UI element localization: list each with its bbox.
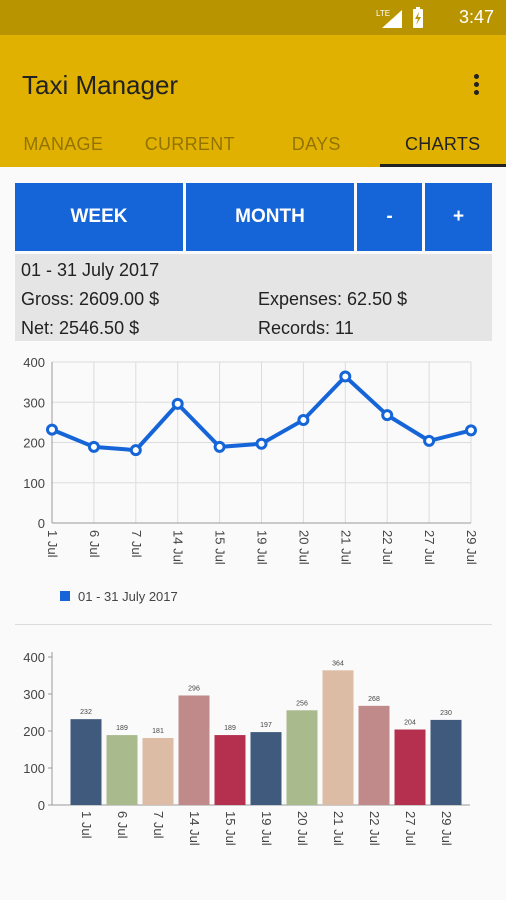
- data-point: [423, 434, 436, 447]
- data-point: [465, 424, 477, 437]
- signal-icon: [382, 10, 402, 28]
- y-tick-label: 300: [23, 687, 45, 702]
- data-point: [339, 370, 352, 383]
- x-tick-label: 6 Jul: [87, 530, 102, 558]
- bar: [70, 719, 102, 805]
- tab-bar: MANAGE CURRENT DAYS CHARTS: [0, 130, 506, 167]
- app-bar: Taxi Manager MANAGE CURRENT DAYS CHARTS: [0, 35, 506, 167]
- y-tick-label: 400: [23, 355, 45, 370]
- charts-content: WEEK MONTH - + 01 - 31 July 2017 Gross: …: [0, 167, 506, 900]
- overflow-menu-icon[interactable]: [466, 71, 486, 101]
- x-tick-label: 19 Jul: [255, 530, 270, 565]
- gross-label: Gross: 2609.00 $: [21, 289, 160, 309]
- x-tick-label: 1 Jul: [45, 530, 60, 558]
- summary-panel: 01 - 31 July 2017 Gross: 2609.00 $ Expen…: [15, 254, 492, 341]
- bar: [142, 738, 174, 805]
- x-tick-label: 27 Jul: [403, 811, 418, 846]
- week-button[interactable]: WEEK: [15, 183, 183, 251]
- data-point: [297, 413, 310, 426]
- bar-value-label: 204: [404, 720, 416, 727]
- period-controls: WEEK MONTH - +: [15, 183, 492, 251]
- lte-icon: LTE: [376, 9, 390, 18]
- x-tick-label: 19 Jul: [259, 811, 274, 846]
- bar-value-label: 232: [80, 709, 92, 716]
- x-tick-label: 14 Jul: [187, 811, 202, 846]
- x-tick-label: 20 Jul: [295, 811, 310, 846]
- bar: [214, 735, 246, 805]
- records-label: Records: 11: [258, 318, 354, 338]
- period-label: 01 - 31 July 2017: [21, 260, 160, 280]
- data-point: [255, 437, 268, 450]
- bar-value-label: 197: [260, 722, 272, 729]
- x-tick-label: 15 Jul: [223, 811, 238, 846]
- legend-swatch: [60, 591, 70, 601]
- bar-value-label: 296: [188, 685, 200, 692]
- bar: [394, 729, 426, 805]
- y-tick-label: 200: [23, 436, 45, 451]
- status-bar: LTE 3:47: [0, 0, 506, 35]
- previous-button[interactable]: -: [357, 183, 422, 251]
- app-title: Taxi Manager: [22, 70, 179, 100]
- y-tick-label: 400: [23, 650, 45, 665]
- x-tick-label: 21 Jul: [338, 530, 353, 565]
- y-tick-label: 0: [38, 516, 45, 531]
- x-tick-label: 21 Jul: [331, 811, 346, 846]
- x-tick-label: 27 Jul: [422, 530, 437, 565]
- x-tick-label: 29 Jul: [439, 811, 454, 846]
- x-tick-label: 22 Jul: [380, 530, 395, 565]
- y-tick-label: 100: [23, 761, 45, 776]
- bar: [178, 695, 210, 805]
- data-point: [171, 397, 184, 410]
- x-tick-label: 7 Jul: [151, 811, 166, 839]
- expenses-label: Expenses: 62.50 $: [258, 289, 408, 309]
- bar-value-label: 364: [332, 660, 344, 667]
- bar: [286, 710, 318, 805]
- signal-battery-icons: LTE: [376, 7, 423, 28]
- bar: [250, 732, 282, 805]
- tab-current[interactable]: CURRENT: [144, 134, 235, 154]
- bar-value-label: 181: [152, 728, 164, 735]
- x-tick-label: 7 Jul: [129, 530, 144, 558]
- bar-value-label: 189: [224, 725, 236, 732]
- y-tick-label: 100: [23, 476, 45, 491]
- bar: [430, 719, 462, 805]
- data-point: [129, 444, 142, 457]
- x-tick-label: 15 Jul: [213, 530, 228, 565]
- bar: [358, 705, 390, 805]
- legend-label: 01 - 31 July 2017: [78, 589, 178, 604]
- x-tick-label: 14 Jul: [171, 530, 186, 565]
- y-tick-label: 300: [23, 395, 45, 410]
- chart-divider: [15, 624, 492, 625]
- bar-value-label: 189: [116, 725, 128, 732]
- bar-value-label: 268: [368, 696, 380, 703]
- x-tick-label: 6 Jul: [115, 811, 130, 839]
- status-time: 3:47: [458, 7, 494, 27]
- y-tick-label: 0: [38, 798, 45, 813]
- y-tick-label: 200: [23, 724, 45, 739]
- data-point: [46, 423, 58, 436]
- x-tick-label: 29 Jul: [464, 530, 479, 565]
- data-point: [87, 440, 100, 453]
- bar-value-label: 256: [296, 700, 308, 707]
- bar: [106, 735, 138, 805]
- x-tick-label: 22 Jul: [367, 811, 382, 846]
- bar: [322, 670, 354, 805]
- tab-manage[interactable]: MANAGE: [23, 134, 104, 154]
- tab-days[interactable]: DAYS: [291, 134, 341, 154]
- net-label: Net: 2546.50 $: [21, 318, 140, 338]
- tab-charts[interactable]: CHARTS: [379, 130, 506, 167]
- data-point: [213, 440, 226, 453]
- month-button[interactable]: MONTH: [186, 183, 354, 251]
- next-button[interactable]: +: [425, 183, 492, 251]
- bar-chart: 0 100 200 300 400 232 1 Jul 189 6 Jul 181 7 Jul 296…: [23, 650, 470, 846]
- x-tick-label: 1 Jul: [79, 811, 94, 839]
- line-chart: 0 100 200 300 400 1 Jul 6 Jul 7 Jul 14 Jul 15 Jul…: [23, 355, 479, 604]
- charging-bolt-icon: [415, 12, 421, 25]
- bar-value-label: 230: [440, 710, 452, 717]
- x-tick-label: 20 Jul: [296, 530, 311, 565]
- data-point: [381, 409, 394, 422]
